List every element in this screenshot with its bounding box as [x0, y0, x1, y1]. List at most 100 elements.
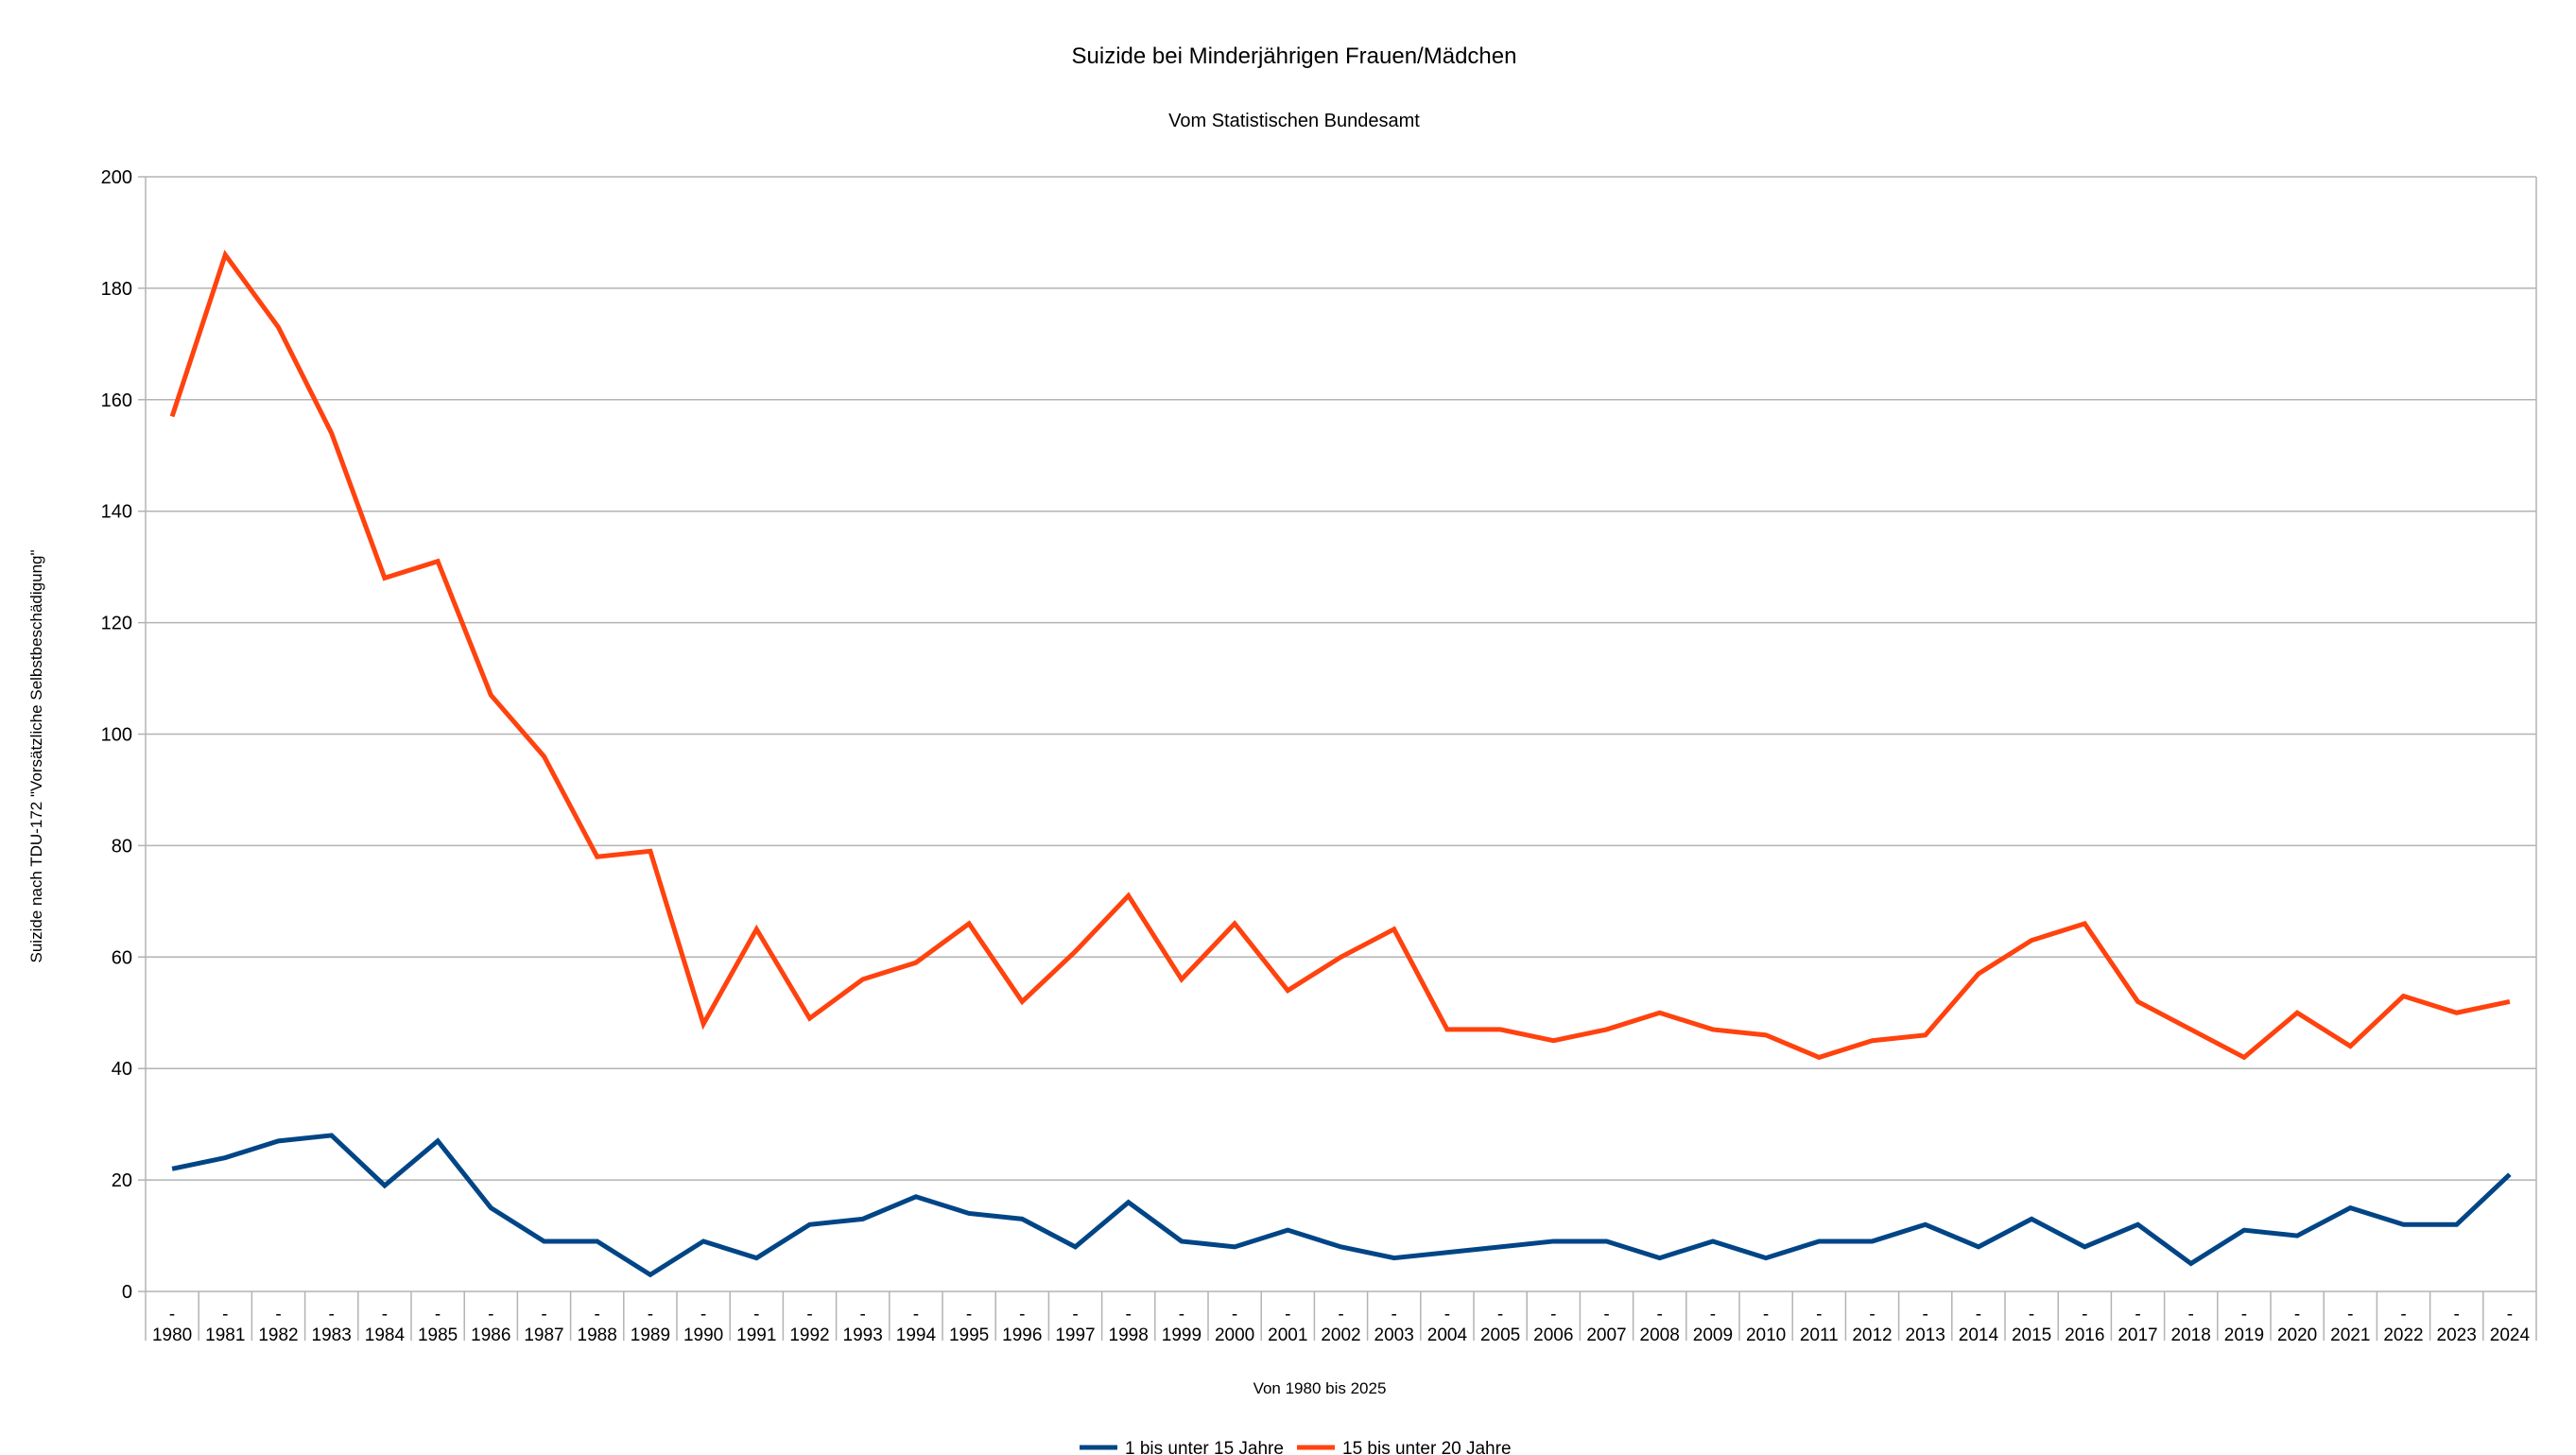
legend-label: 1 bis unter 15 Jahre: [1125, 1439, 1284, 1455]
chart-title: Suizide bei Minderjährigen Frauen/Mädche…: [1072, 43, 1517, 69]
x-tick-label: 2019: [2224, 1325, 2264, 1345]
x-tick-label: 1991: [736, 1325, 776, 1345]
x-tick-dash: -: [2188, 1305, 2194, 1325]
x-tick-dash: -: [1550, 1305, 1556, 1325]
x-tick-label: 2012: [1852, 1325, 1892, 1345]
x-tick-label: 2008: [1640, 1325, 1680, 1345]
x-tick-dash: -: [2082, 1305, 2087, 1325]
x-tick-label: 1998: [1109, 1325, 1149, 1345]
y-tick-label: 60: [112, 947, 132, 968]
x-tick-label: 2018: [2171, 1325, 2211, 1345]
y-tick-label: 100: [101, 725, 132, 746]
x-tick-label: 2002: [1321, 1325, 1360, 1345]
x-tick-dash: -: [1285, 1305, 1290, 1325]
x-tick-label: 2001: [1268, 1325, 1307, 1345]
x-tick-label: 2016: [2065, 1325, 2104, 1345]
chart-subtitle: Vom Statistischen Bundesamt: [1168, 111, 1420, 131]
x-tick-label: 2023: [2437, 1325, 2477, 1345]
x-tick-dash: -: [1019, 1305, 1025, 1325]
x-tick-label: 2000: [1215, 1325, 1254, 1345]
x-tick-label: 1999: [1162, 1325, 1202, 1345]
x-tick-dash: -: [1603, 1305, 1609, 1325]
x-tick-dash: -: [1444, 1305, 1450, 1325]
x-tick-label: 2013: [1906, 1325, 1945, 1345]
x-tick-dash: -: [488, 1305, 493, 1325]
x-tick-label: 1980: [152, 1325, 192, 1345]
x-tick-dash: -: [2454, 1305, 2460, 1325]
y-tick-label: 160: [101, 390, 132, 411]
y-tick-label: 200: [101, 167, 132, 188]
x-tick-dash: -: [700, 1305, 706, 1325]
x-tick-dash: -: [806, 1305, 812, 1325]
x-tick-label: 1990: [683, 1325, 723, 1345]
x-tick-dash: -: [1392, 1305, 1397, 1325]
x-tick-label: 2009: [1693, 1325, 1733, 1345]
x-tick-dash: -: [966, 1305, 972, 1325]
x-tick-label: 1992: [789, 1325, 829, 1345]
legend: 1 bis unter 15 Jahre 15 bis unter 20 Jahr…: [1080, 1439, 1512, 1455]
x-tick-dash: -: [222, 1305, 228, 1325]
y-tick-label: 40: [112, 1059, 132, 1080]
x-tick-label: 2010: [1746, 1325, 1786, 1345]
x-tick-dash: -: [1923, 1305, 1928, 1325]
x-tick-label: 1984: [365, 1325, 406, 1345]
x-tick-dash: -: [1657, 1305, 1663, 1325]
x-tick-label: 1989: [631, 1325, 670, 1345]
x-tick-label: 1986: [471, 1325, 510, 1345]
x-tick-dash: -: [1179, 1305, 1184, 1325]
x-tick-dash: -: [860, 1305, 866, 1325]
x-tick-dash: -: [648, 1305, 653, 1325]
x-tick-label: 2004: [1427, 1325, 1468, 1345]
x-tick-dash: -: [1338, 1305, 1343, 1325]
x-tick-dash: -: [169, 1305, 175, 1325]
x-tick-dash: -: [382, 1305, 388, 1325]
x-tick-label: 1982: [258, 1325, 298, 1345]
x-tick-dash: -: [753, 1305, 759, 1325]
y-tick-label: 120: [101, 614, 132, 634]
x-tick-label: 1988: [578, 1325, 617, 1345]
x-tick-dash: -: [2029, 1305, 2034, 1325]
x-tick-dash: -: [1710, 1305, 1716, 1325]
x-tick-dash: -: [2400, 1305, 2406, 1325]
x-tick-label: 1996: [1002, 1325, 1042, 1345]
x-tick-label: 2005: [1480, 1325, 1520, 1345]
x-tick-dash: -: [1497, 1305, 1503, 1325]
y-tick-label: 0: [122, 1282, 132, 1303]
x-tick-dash: -: [435, 1305, 441, 1325]
x-tick-label: 2024: [2490, 1325, 2531, 1345]
x-tick-label: 2003: [1374, 1325, 1414, 1345]
x-axis-title: Von 1980 bis 2025: [1253, 1379, 1387, 1397]
x-tick-label: 2011: [1800, 1325, 1839, 1345]
x-tick-dash: -: [2507, 1305, 2513, 1325]
x-tick-dash: -: [2241, 1305, 2247, 1325]
x-tick-label: 1987: [524, 1325, 563, 1345]
series-line-2: [169, 250, 2511, 1061]
x-tick-label: 1985: [418, 1325, 458, 1345]
x-tick-label: 2020: [2277, 1325, 2317, 1345]
x-tick-dash: -: [1232, 1305, 1237, 1325]
x-tick-label: 2021: [2330, 1325, 2370, 1345]
x-tick-dash: -: [1816, 1305, 1822, 1325]
x-tick-dash: -: [275, 1305, 281, 1325]
x-tick-dash: -: [1763, 1305, 1769, 1325]
x-tick-label: 2017: [2118, 1325, 2157, 1345]
x-tick-label: 2014: [1959, 1325, 1999, 1345]
x-tick-dash: -: [1869, 1305, 1875, 1325]
x-tick-dash: -: [541, 1305, 546, 1325]
y-tick-label: 20: [112, 1170, 132, 1191]
x-tick-label: 1997: [1055, 1325, 1095, 1345]
x-tick-dash: -: [1126, 1305, 1132, 1325]
x-tick-label: 1994: [896, 1325, 937, 1345]
y-tick-label: 140: [101, 502, 132, 523]
x-tick-dash: -: [2135, 1305, 2140, 1325]
x-tick-label: 2022: [2383, 1325, 2423, 1345]
x-tick-dash: -: [2347, 1305, 2353, 1325]
x-tick-label: 1995: [949, 1325, 989, 1345]
x-tick-label: 1993: [843, 1325, 883, 1345]
series-line-1: [171, 1133, 2512, 1278]
x-tick-dash: -: [913, 1305, 919, 1325]
x-tick-label: 2007: [1586, 1325, 1626, 1345]
y-tick-label: 180: [101, 279, 132, 300]
x-tick-dash: -: [595, 1305, 600, 1325]
x-tick-label: 1983: [312, 1325, 352, 1345]
